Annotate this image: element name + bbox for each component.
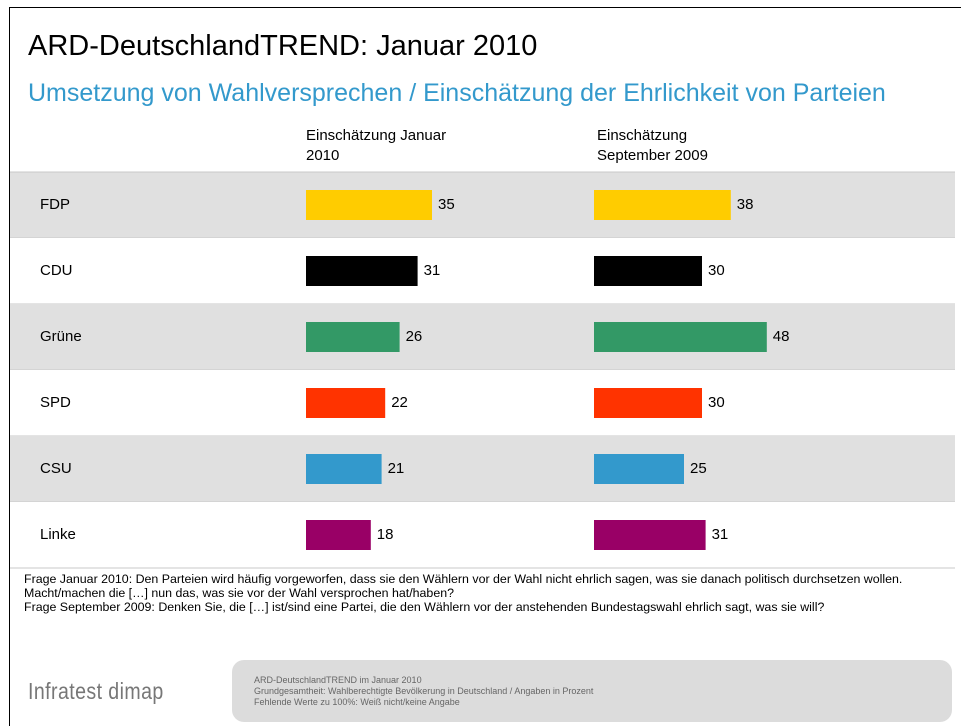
frame xyxy=(9,7,961,726)
value-label: 35 xyxy=(438,196,455,213)
series-header: Einschätzung September 2009 xyxy=(597,127,708,164)
row-background xyxy=(10,238,955,304)
value-label: 30 xyxy=(708,394,725,411)
value-label: 30 xyxy=(708,262,725,279)
bar xyxy=(306,322,400,352)
series-header: Einschätzung Januar 2010 xyxy=(306,127,447,164)
value-label: 31 xyxy=(424,262,441,279)
source-line: Grundgesamtheit: Wahlberechtigte Bevölke… xyxy=(254,686,594,696)
source-line: Fehlende Werte zu 100%: Weiß nicht/keine… xyxy=(254,697,460,707)
bar xyxy=(594,388,702,418)
value-label: 25 xyxy=(690,460,707,477)
value-label: 21 xyxy=(388,460,405,477)
row-background xyxy=(10,502,955,568)
category-label: Linke xyxy=(40,526,76,543)
note: Frage September 2009: Denken Sie, die […… xyxy=(24,600,825,614)
category-label: FDP xyxy=(40,196,70,213)
bar xyxy=(306,388,386,418)
value-label: 48 xyxy=(773,328,790,345)
category-label: CSU xyxy=(40,460,72,477)
value-label: 31 xyxy=(712,526,729,543)
brand: Infratest dimap xyxy=(28,678,164,704)
value-label: 26 xyxy=(406,328,423,345)
row-background xyxy=(10,304,955,370)
bar xyxy=(306,190,432,220)
category-label: Grüne xyxy=(40,328,82,345)
bar xyxy=(306,520,371,550)
bar xyxy=(306,454,382,484)
value-label: 22 xyxy=(391,394,408,411)
source-box: ARD-DeutschlandTREND im Januar 2010 Grun… xyxy=(232,660,952,722)
bar xyxy=(594,256,702,286)
category-label: SPD xyxy=(40,394,71,411)
title: ARD-DeutschlandTREND: Januar 2010 xyxy=(28,30,538,62)
row-background xyxy=(10,172,955,238)
source-line: ARD-DeutschlandTREND im Januar 2010 xyxy=(254,675,422,685)
value-label: 18 xyxy=(377,526,394,543)
subtitle: Umsetzung von Wahlversprechen / Einschät… xyxy=(28,79,886,107)
row-background xyxy=(10,436,955,502)
category-label: CDU xyxy=(40,262,73,279)
bar xyxy=(306,256,418,286)
bar xyxy=(594,190,731,220)
bar xyxy=(594,520,706,550)
value-label: 38 xyxy=(737,196,754,213)
notes: Frage Januar 2010: Den Parteien wird häu… xyxy=(24,572,959,614)
row-background xyxy=(10,370,955,436)
note: Frage Januar 2010: Den Parteien wird häu… xyxy=(24,572,903,600)
bar xyxy=(594,322,767,352)
bar xyxy=(594,454,684,484)
